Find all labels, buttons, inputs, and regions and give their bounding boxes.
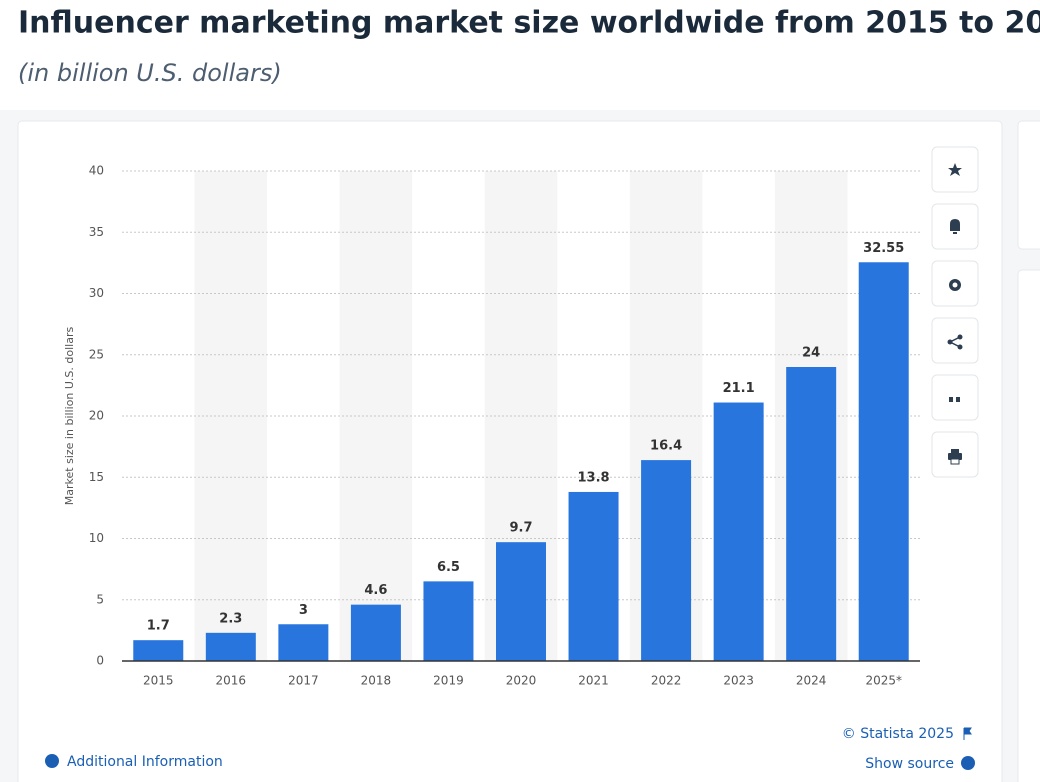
chart-subtitle: (in billion U.S. dollars) xyxy=(18,59,282,87)
value-label: 4.6 xyxy=(364,583,387,598)
share-button[interactable] xyxy=(931,317,979,364)
favorite-button[interactable] xyxy=(931,146,979,193)
side-card xyxy=(1017,120,1040,250)
value-label: 3 xyxy=(299,603,308,618)
toolbar xyxy=(931,146,979,478)
y-tick-label: 0 xyxy=(96,654,104,668)
y-axis-label: Market size in billion U.S. dollars xyxy=(63,327,76,506)
x-tick-label: 2015 xyxy=(143,674,174,688)
alert-button[interactable] xyxy=(931,203,979,250)
x-tick-label: 2018 xyxy=(361,674,392,688)
value-label: 2.3 xyxy=(219,611,242,626)
value-label: 24 xyxy=(802,346,820,361)
header-bg xyxy=(0,0,1040,110)
x-tick-label: 2017 xyxy=(288,674,319,688)
y-tick-label: 5 xyxy=(96,592,104,606)
bar xyxy=(858,262,909,661)
value-label: 21.1 xyxy=(723,381,755,396)
bar xyxy=(713,402,764,661)
bar xyxy=(568,491,619,661)
bar xyxy=(786,367,837,661)
value-label: 16.4 xyxy=(650,439,682,454)
x-tick-label: 2020 xyxy=(506,674,537,688)
flag-icon xyxy=(963,727,972,740)
value-label: 1.7 xyxy=(147,619,170,634)
x-tick-label: 2022 xyxy=(651,674,682,688)
bar xyxy=(205,632,256,661)
bar xyxy=(278,624,329,661)
bar xyxy=(496,542,546,661)
value-label: 32.55 xyxy=(863,241,904,256)
x-tick-label: 2025* xyxy=(865,674,902,688)
y-tick-label: 15 xyxy=(89,470,104,484)
y-tick-label: 20 xyxy=(89,409,104,423)
additional-info[interactable]: Additional Information xyxy=(67,754,223,770)
x-tick-label: 2016 xyxy=(216,674,247,688)
bar xyxy=(641,460,692,661)
y-tick-label: 30 xyxy=(89,286,104,300)
bar xyxy=(133,640,184,661)
y-tick-label: 40 xyxy=(89,164,104,178)
y-tick-label: 10 xyxy=(89,531,104,545)
show-source[interactable]: Show source xyxy=(865,756,954,772)
print-button[interactable] xyxy=(931,431,979,478)
bar xyxy=(423,581,474,661)
value-label: 9.7 xyxy=(509,521,532,536)
chart-title: Influencer marketing market size worldwi… xyxy=(18,6,1040,41)
x-tick-label: 2024 xyxy=(796,674,827,688)
x-tick-label: 2019 xyxy=(433,674,464,688)
x-tick-label: 2021 xyxy=(578,674,609,688)
bar xyxy=(350,604,401,661)
y-tick-label: 35 xyxy=(89,225,104,239)
value-label: 13.8 xyxy=(578,470,610,485)
copyright[interactable]: © Statista 2025 xyxy=(842,726,954,742)
cite-button[interactable] xyxy=(931,374,979,421)
x-tick-label: 2023 xyxy=(723,674,754,688)
info-icon xyxy=(45,754,59,768)
value-label: 6.5 xyxy=(437,560,460,575)
info-icon xyxy=(961,756,975,770)
settings-button[interactable] xyxy=(931,260,979,307)
side-card xyxy=(1017,269,1040,782)
y-tick-label: 25 xyxy=(89,347,104,361)
